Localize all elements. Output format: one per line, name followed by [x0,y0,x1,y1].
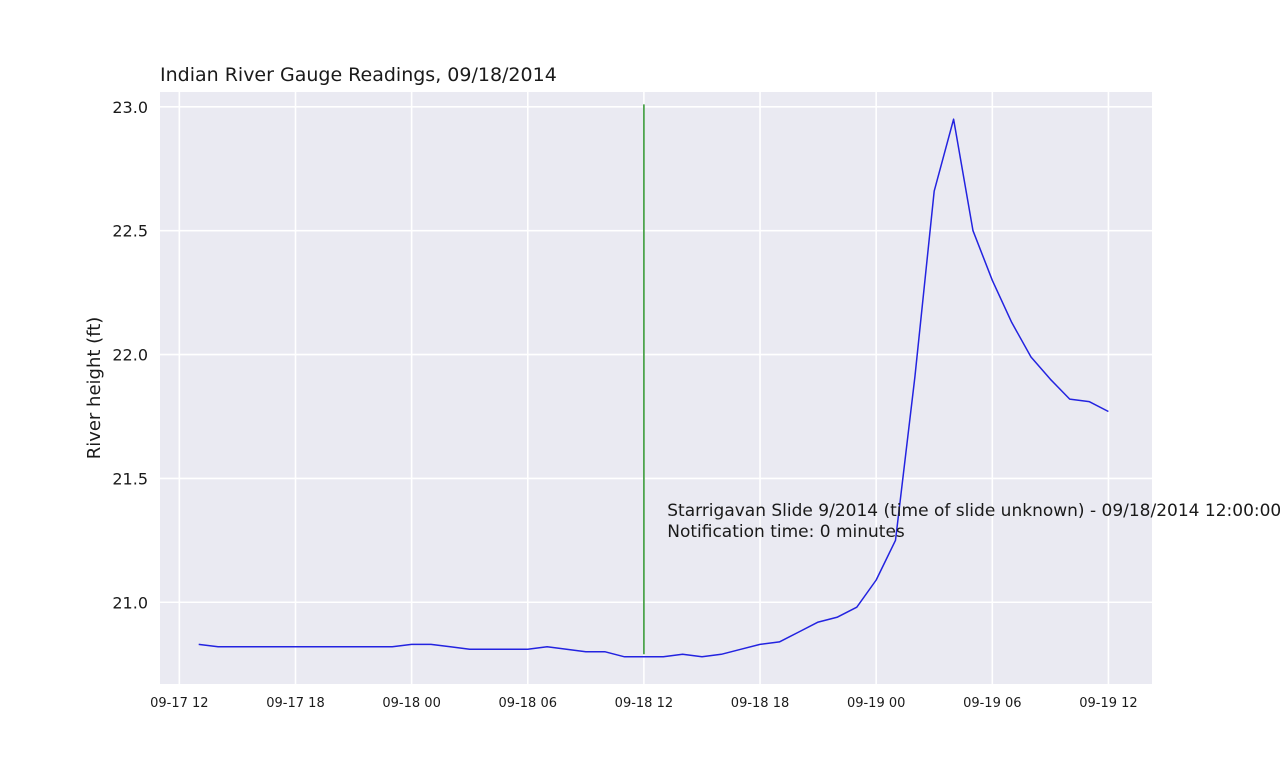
annotation-line-slide: Starrigavan Slide 9/2014 (time of slide … [667,501,1280,521]
annotation-line-notification: Notification time: 0 minutes [667,522,905,542]
x-tick-label: 09-18 06 [499,696,557,711]
grid [160,92,1152,684]
series-line-river-height [198,118,1109,658]
x-tick-label: 09-18 18 [731,696,789,711]
y-tick-label: 21.0 [112,593,148,612]
y-tick-label: 22.0 [112,346,148,365]
x-tick-label: 09-19 06 [963,696,1021,711]
plot-area [160,92,1152,684]
y-axis-ticks: 21.0 21.5 22.0 22.5 23.0 [112,98,148,612]
y-tick-label: 22.5 [112,222,148,241]
chart-title: Indian River Gauge Readings, 09/18/2014 [160,64,557,86]
x-tick-label: 09-18 00 [382,696,440,711]
x-axis-ticks: 09-17 12 09-17 18 09-18 00 09-18 06 09-18 12… [150,696,1138,711]
y-axis-label: River height (ft) [84,317,105,460]
y-tick-label: 21.5 [112,469,148,488]
x-tick-label: 09-19 12 [1079,696,1137,711]
y-tick-label: 23.0 [112,98,148,117]
x-tick-label: 09-18 12 [615,696,673,711]
x-tick-label: 09-19 00 [847,696,905,711]
x-tick-label: 09-17 12 [150,696,208,711]
x-tick-label: 09-17 18 [266,696,324,711]
